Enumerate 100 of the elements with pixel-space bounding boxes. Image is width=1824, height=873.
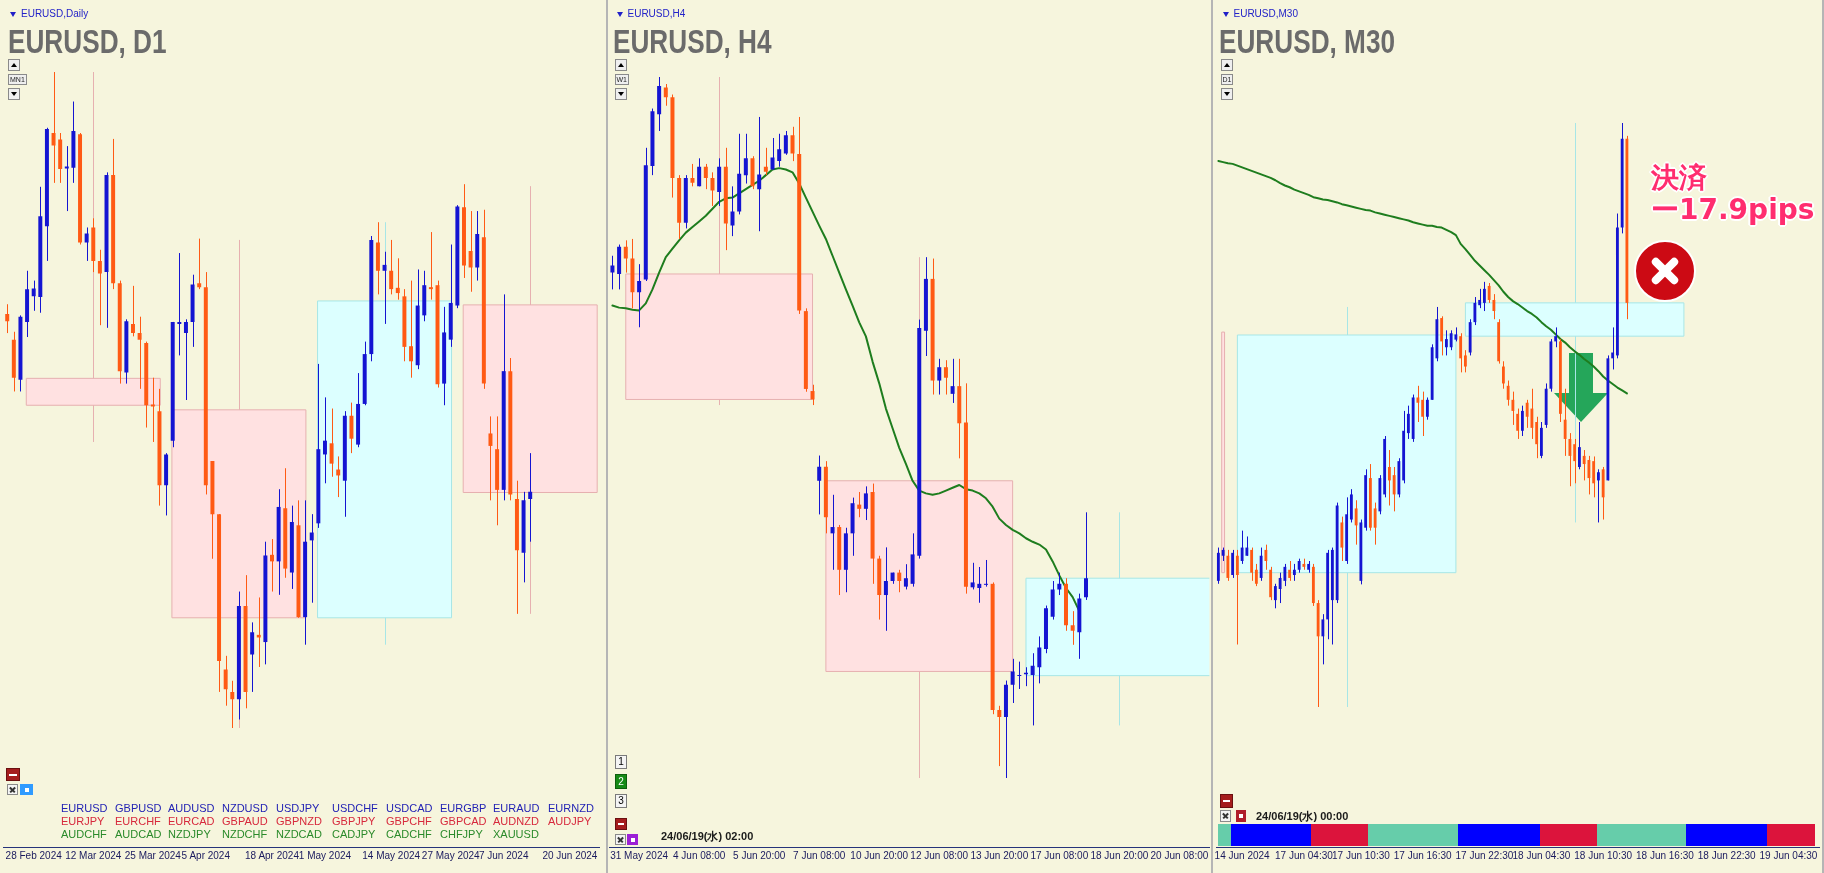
text: GBPUSD <box>115 801 162 815</box>
text: NZDUSD <box>222 801 268 815</box>
candlestick <box>970 562 975 590</box>
candlestick <box>1592 455 1596 498</box>
candlestick <box>428 231 433 301</box>
candlestick <box>1250 547 1254 582</box>
text: EURAUD <box>493 801 540 815</box>
text: AUDCHF <box>61 827 107 841</box>
candlestick <box>697 157 702 187</box>
x-tick-label: 28 Feb 2024 <box>5 849 63 861</box>
text: CADCHF <box>386 827 432 841</box>
candlestick <box>1421 391 1425 437</box>
candlestick <box>1030 652 1035 726</box>
candlestick <box>1492 293 1496 320</box>
text: GBPNZD <box>276 814 322 828</box>
x-tick-label: 17 Jun 04:30 <box>1274 849 1334 861</box>
candlestick <box>817 455 822 515</box>
text: USDJPY <box>276 801 320 815</box>
candlestick <box>349 402 354 454</box>
x-tick-label: 13 Jun 20:00 <box>970 849 1029 861</box>
candlestick <box>763 147 768 176</box>
candlestick <box>623 239 628 274</box>
candlestick <box>395 257 400 301</box>
candlestick <box>997 705 1002 767</box>
x-tick-label: 18 Jun 04:30 <box>1512 849 1571 861</box>
candlestick <box>977 566 982 604</box>
x-tick-label: 17 Jun 22:30 <box>1455 849 1514 861</box>
candlestick <box>468 210 473 293</box>
chart-subtitle: EURUSD,H4 <box>627 8 686 20</box>
candlestick <box>1554 326 1558 348</box>
candlestick <box>883 546 888 632</box>
text: EURNZD <box>548 801 594 815</box>
x-tick-label: 27 May 2024 <box>421 849 481 861</box>
x-tick-label: 17 Jun 16:30 <box>1393 849 1452 861</box>
candlestick <box>1392 466 1396 512</box>
candlestick <box>1254 563 1258 587</box>
x-tick-label: 20 Jun 08:00 <box>1150 849 1209 861</box>
candlestick <box>137 316 142 390</box>
text: USDCHF <box>332 801 378 815</box>
candlestick <box>1017 661 1022 690</box>
x-tick-label: 12 Jun 08:00 <box>910 849 969 861</box>
candlestick <box>783 130 788 156</box>
candlestick <box>1444 329 1448 356</box>
candlestick <box>1037 635 1042 684</box>
candlestick <box>1440 315 1444 356</box>
x-tick-label: 5 Apr 2024 <box>181 849 231 861</box>
candlestick <box>1501 360 1505 390</box>
candlestick <box>1516 408 1520 440</box>
candlestick <box>1577 421 1581 470</box>
candlestick <box>777 133 782 168</box>
x-tick-label: 31 May 2024 <box>610 849 669 861</box>
text: USDCAD <box>386 801 433 815</box>
text: 24/06/19(水) 00:00 <box>1256 809 1349 823</box>
candlestick <box>1070 610 1075 646</box>
candlestick <box>150 377 155 443</box>
candlestick <box>790 126 795 162</box>
candlestick <box>1459 332 1463 373</box>
candlestick <box>897 569 902 593</box>
candlestick <box>1373 502 1377 546</box>
candlestick <box>223 655 228 707</box>
candlestick <box>810 384 815 406</box>
candlestick <box>830 494 835 571</box>
x-tick-label: 7 Jun 08:00 <box>793 849 846 861</box>
text: EURCHF <box>115 814 161 828</box>
candlestick <box>950 358 955 404</box>
candlestick <box>1245 535 1249 557</box>
candlestick <box>1240 530 1244 565</box>
candlestick <box>1449 329 1453 351</box>
candlestick <box>409 280 414 379</box>
candlestick <box>1530 388 1534 440</box>
x-tick-label: 12 Mar 2024 <box>65 849 122 861</box>
annotation: 2 <box>615 774 627 789</box>
annotation: 1 <box>615 755 627 769</box>
candlestick <box>488 415 493 501</box>
candlestick <box>1057 572 1062 596</box>
text: CADJPY <box>332 827 376 841</box>
candlestick <box>1425 396 1429 421</box>
candlestick <box>51 71 56 184</box>
candlestick <box>322 396 327 484</box>
text: AUDCAD <box>115 827 162 841</box>
x-tick-label: 5 Jun 20:00 <box>733 849 786 861</box>
candlestick <box>730 185 735 237</box>
candlestick <box>389 239 394 295</box>
text: EURCAD <box>168 814 215 828</box>
text: NZDCAD <box>276 827 322 841</box>
text: CHFJPY <box>440 827 483 841</box>
candlestick <box>703 163 708 190</box>
text: GBPCAD <box>440 814 487 828</box>
text: GBPJPY <box>332 814 376 828</box>
candlestick <box>903 563 908 590</box>
candlestick <box>131 285 135 337</box>
candlestick <box>329 408 334 478</box>
candlestick <box>382 251 387 325</box>
candlestick <box>1506 380 1510 407</box>
chart-title: EURUSD, D1 <box>8 21 167 60</box>
x-tick-label: 17 Jun 10:30 <box>1331 849 1391 861</box>
text: AUDUSD <box>168 801 215 815</box>
candlestick <box>230 680 235 729</box>
x-tick-label: 17 Jun 08:00 <box>1030 849 1089 861</box>
x-tick-label: 14 May 2024 <box>362 849 421 861</box>
